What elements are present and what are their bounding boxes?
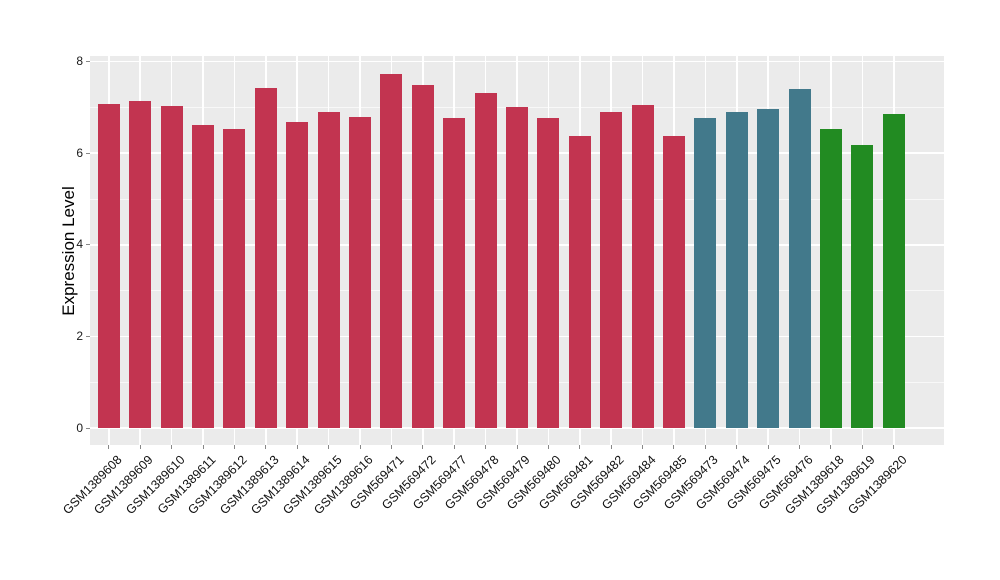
x-tick [673, 445, 675, 449]
y-tick-label: 2 [76, 328, 83, 343]
x-tick [359, 445, 361, 449]
bar [694, 117, 717, 428]
bar [160, 106, 183, 428]
y-tick [86, 335, 90, 337]
bar [254, 88, 277, 428]
bar [631, 105, 654, 428]
bar [317, 111, 340, 428]
y-tick-label: 4 [76, 237, 83, 252]
x-tick [861, 445, 863, 449]
x-tick [422, 445, 424, 449]
bar [851, 144, 874, 428]
y-tick [86, 427, 90, 429]
x-tick [767, 445, 769, 449]
bar [129, 101, 152, 428]
bar [819, 128, 842, 428]
bar [192, 124, 214, 428]
bar [568, 135, 591, 428]
x-tick [296, 445, 298, 449]
bar [882, 113, 905, 428]
bar [474, 93, 497, 428]
bar [411, 84, 434, 428]
x-tick [547, 445, 549, 449]
x-tick [265, 445, 267, 449]
bar [506, 106, 528, 428]
bar [380, 73, 403, 428]
y-tick [86, 61, 90, 63]
x-tick [390, 445, 392, 449]
x-tick [485, 445, 487, 449]
bar [223, 128, 246, 428]
bar [286, 121, 309, 428]
x-tick [799, 445, 801, 449]
bar [757, 109, 780, 428]
bar [725, 111, 748, 428]
x-tick [704, 445, 706, 449]
y-tick [86, 244, 90, 246]
bar [349, 117, 371, 428]
y-tick [86, 152, 90, 154]
y-tick-label: 0 [76, 420, 83, 435]
y-tick-label: 8 [76, 54, 83, 69]
x-tick [516, 445, 518, 449]
bar [443, 117, 466, 428]
x-tick [736, 445, 738, 449]
x-tick [830, 445, 832, 449]
x-tick [893, 445, 895, 449]
x-tick [108, 445, 110, 449]
bar [788, 88, 811, 428]
bar [97, 104, 120, 428]
bar [537, 118, 560, 428]
x-tick [202, 445, 204, 449]
x-tick [610, 445, 612, 449]
x-tick [453, 445, 455, 449]
x-tick [139, 445, 141, 449]
bar [600, 111, 623, 428]
bar [662, 135, 685, 428]
x-tick [328, 445, 330, 449]
y-tick-label: 6 [76, 145, 83, 160]
x-tick [579, 445, 581, 449]
plot-panel [90, 56, 944, 445]
x-tick [171, 445, 173, 449]
x-tick [233, 445, 235, 449]
x-tick [642, 445, 644, 449]
